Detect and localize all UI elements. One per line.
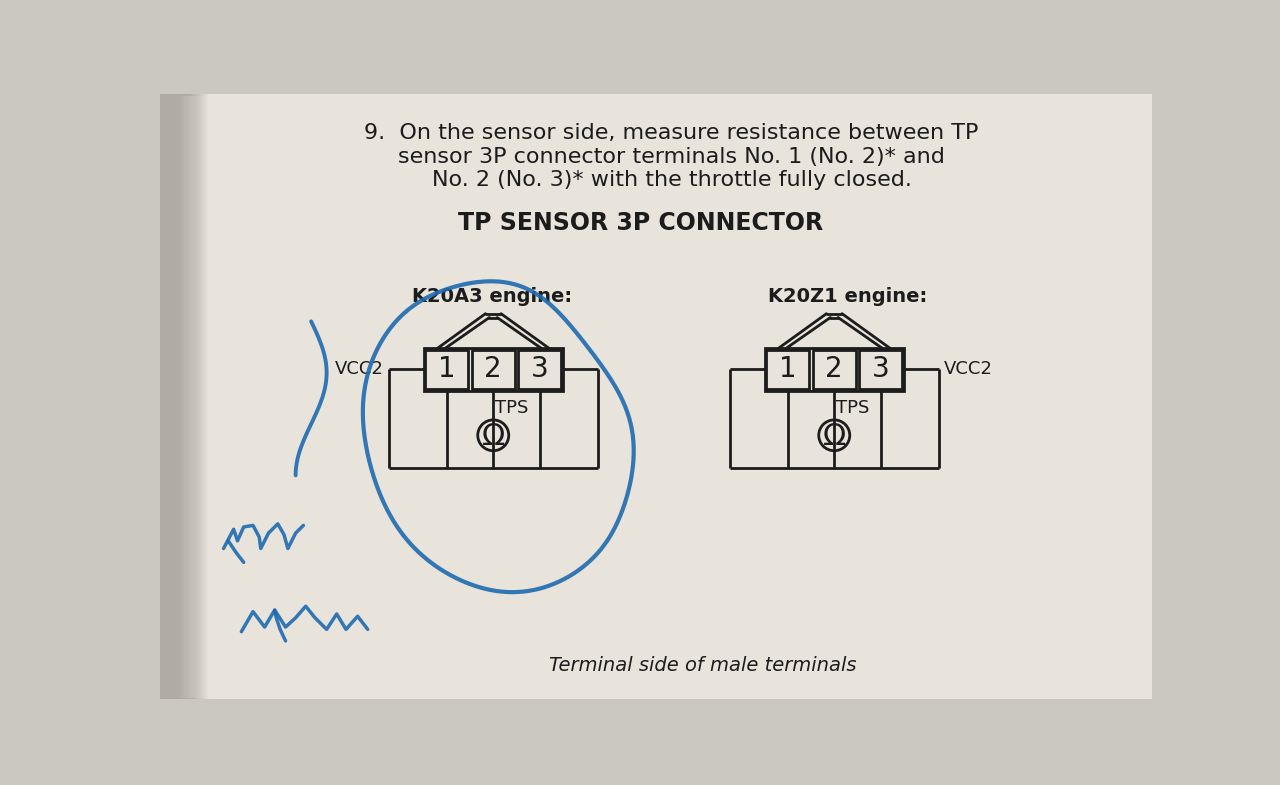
Text: 1: 1 <box>438 356 456 384</box>
Bar <box>160 94 180 699</box>
Bar <box>160 94 163 699</box>
Text: Terminal side of male terminals: Terminal side of male terminals <box>549 656 856 675</box>
Bar <box>425 350 468 389</box>
Text: Ω: Ω <box>823 422 846 451</box>
Bar <box>160 94 187 699</box>
Bar <box>764 349 904 391</box>
Bar <box>160 94 205 699</box>
Bar <box>160 94 177 699</box>
Bar <box>160 94 188 699</box>
Bar <box>160 94 196 699</box>
Text: VCC2: VCC2 <box>943 360 992 378</box>
Text: 3: 3 <box>872 356 890 384</box>
Bar <box>160 94 198 699</box>
Bar <box>160 94 175 699</box>
Bar <box>160 94 198 699</box>
Bar <box>160 94 187 699</box>
Text: 3: 3 <box>531 356 549 384</box>
Bar <box>160 94 163 699</box>
Text: sensor 3P connector terminals No. 1 (No. 2)* and: sensor 3P connector terminals No. 1 (No.… <box>398 147 945 166</box>
Bar <box>160 94 178 699</box>
Bar <box>160 94 188 699</box>
Bar <box>160 94 166 699</box>
Bar <box>160 94 177 699</box>
Bar <box>160 94 183 699</box>
Bar <box>160 94 186 699</box>
Bar <box>160 94 196 699</box>
Bar <box>160 94 169 699</box>
Text: K20A3 engine:: K20A3 engine: <box>412 287 572 305</box>
Bar <box>160 94 179 699</box>
Bar <box>160 94 166 699</box>
Bar <box>765 350 809 389</box>
Text: Ω: Ω <box>481 422 504 451</box>
Text: No. 2 (No. 3)* with the throttle fully closed.: No. 2 (No. 3)* with the throttle fully c… <box>431 170 911 190</box>
Bar <box>160 94 193 699</box>
Bar <box>160 94 183 699</box>
Text: 1: 1 <box>780 356 796 384</box>
Text: 9.  On the sensor side, measure resistance between TP: 9. On the sensor side, measure resistanc… <box>365 123 979 144</box>
Bar <box>160 94 169 699</box>
Bar <box>160 94 191 699</box>
Text: TPS: TPS <box>495 399 529 417</box>
Bar <box>160 94 182 699</box>
Bar <box>160 94 200 699</box>
Bar <box>160 94 195 699</box>
Bar <box>518 350 562 389</box>
Bar <box>813 350 856 389</box>
Bar <box>160 94 204 699</box>
Bar <box>160 94 180 699</box>
Bar <box>160 94 173 699</box>
Text: TPS: TPS <box>836 399 869 417</box>
Text: 2: 2 <box>826 356 844 384</box>
Bar <box>160 94 192 699</box>
Bar <box>160 94 184 699</box>
Bar <box>160 94 184 699</box>
Text: TP SENSOR 3P CONNECTOR: TP SENSOR 3P CONNECTOR <box>458 211 823 236</box>
Bar <box>160 94 206 699</box>
Bar <box>160 94 202 699</box>
Bar <box>160 94 173 699</box>
Text: VCC2: VCC2 <box>335 360 384 378</box>
Bar <box>160 94 200 699</box>
Bar <box>160 94 192 699</box>
Bar <box>160 94 170 699</box>
Text: 2: 2 <box>484 356 502 384</box>
Bar <box>424 349 563 391</box>
Bar <box>160 94 202 699</box>
Bar <box>160 94 161 699</box>
Text: K20Z1 engine:: K20Z1 engine: <box>768 287 928 305</box>
Bar <box>160 94 195 699</box>
Bar <box>160 94 206 699</box>
Bar <box>160 94 175 699</box>
Bar <box>160 94 164 699</box>
Bar <box>160 94 201 699</box>
Bar <box>160 94 165 699</box>
Bar <box>160 94 197 699</box>
Bar <box>160 94 189 699</box>
Bar <box>160 94 179 699</box>
Bar <box>160 94 172 699</box>
Bar <box>160 94 168 699</box>
Bar <box>160 94 165 699</box>
Bar <box>859 350 902 389</box>
Bar <box>160 94 205 699</box>
Bar <box>160 94 191 699</box>
Bar <box>160 94 174 699</box>
Bar <box>471 350 515 389</box>
Bar <box>160 94 170 699</box>
